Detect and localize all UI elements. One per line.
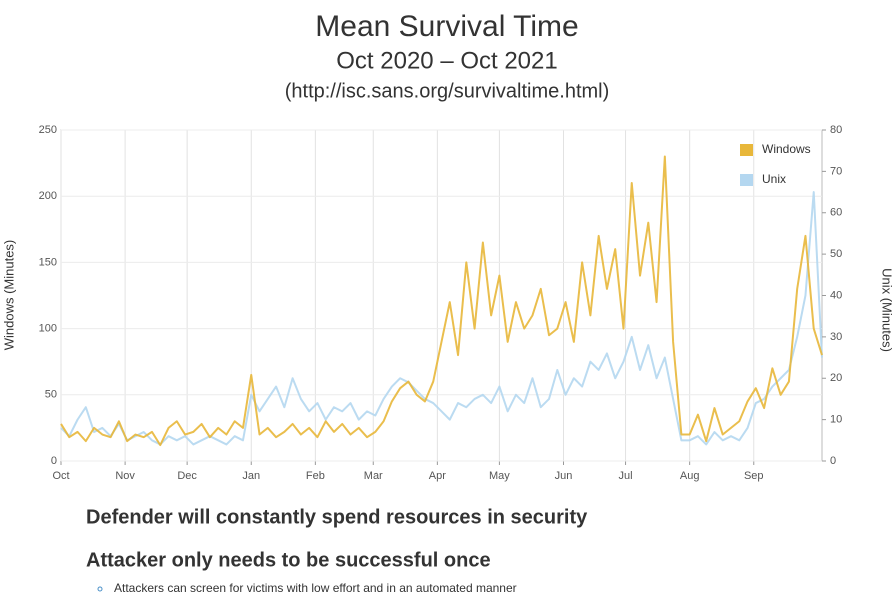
slide-title: Mean Survival Time [315,10,578,43]
y2-tick-label: 0 [830,455,836,467]
y2-tick-label: 60 [830,207,842,219]
x-tick-label: Nov [115,470,135,482]
y-tick-label: 250 [39,124,57,136]
legend-swatch [740,144,753,156]
legend-label: Windows [762,142,811,156]
sub-bullet: Attackers can screen for victims with lo… [114,581,517,595]
x-tick-label: Oct [52,470,69,482]
x-tick-label: Jan [242,470,260,482]
y2-tick-label: 80 [830,124,842,136]
series-line [60,155,823,447]
bullet: Attacker only needs to be successful onc… [86,549,491,571]
legend-label: Unix [762,172,786,186]
y2-tick-label: 30 [830,331,842,343]
y-tick-label: 200 [39,190,57,202]
y2-tick-label: 10 [830,414,842,426]
y-tick-label: 150 [39,256,57,268]
source: (http://isc.sans.org/survivaltime.html) [285,80,610,102]
y2-tick-label: 70 [830,165,842,177]
legend-swatch [740,174,753,186]
x-tick-label: Mar [364,470,383,482]
x-tick-label: Sep [744,470,764,482]
x-tick-label: Feb [306,470,325,482]
y-tick-label: 0 [51,455,57,467]
x-tick-label: Aug [680,470,700,482]
y2-tick-label: 20 [830,372,842,384]
x-tick-label: May [489,470,510,482]
x-tick-label: Dec [177,470,197,482]
x-tick-label: Apr [429,470,446,482]
x-tick-label: Jun [555,470,573,482]
bullet-marker [97,586,103,592]
y-axis-label: Windows (Minutes) [1,240,16,351]
bullet: Defender will constantly spend resources… [86,506,588,528]
series-line [60,191,823,446]
y-tick-label: 50 [45,389,57,401]
y2-axis-label: Unix (Minutes) [880,268,893,352]
y-tick-label: 100 [39,323,57,335]
y2-tick-label: 50 [830,248,842,260]
x-tick-label: Jul [619,470,633,482]
y2-tick-label: 40 [830,289,842,301]
slide-subtitle: Oct 2020 – Oct 2021 [336,47,557,74]
